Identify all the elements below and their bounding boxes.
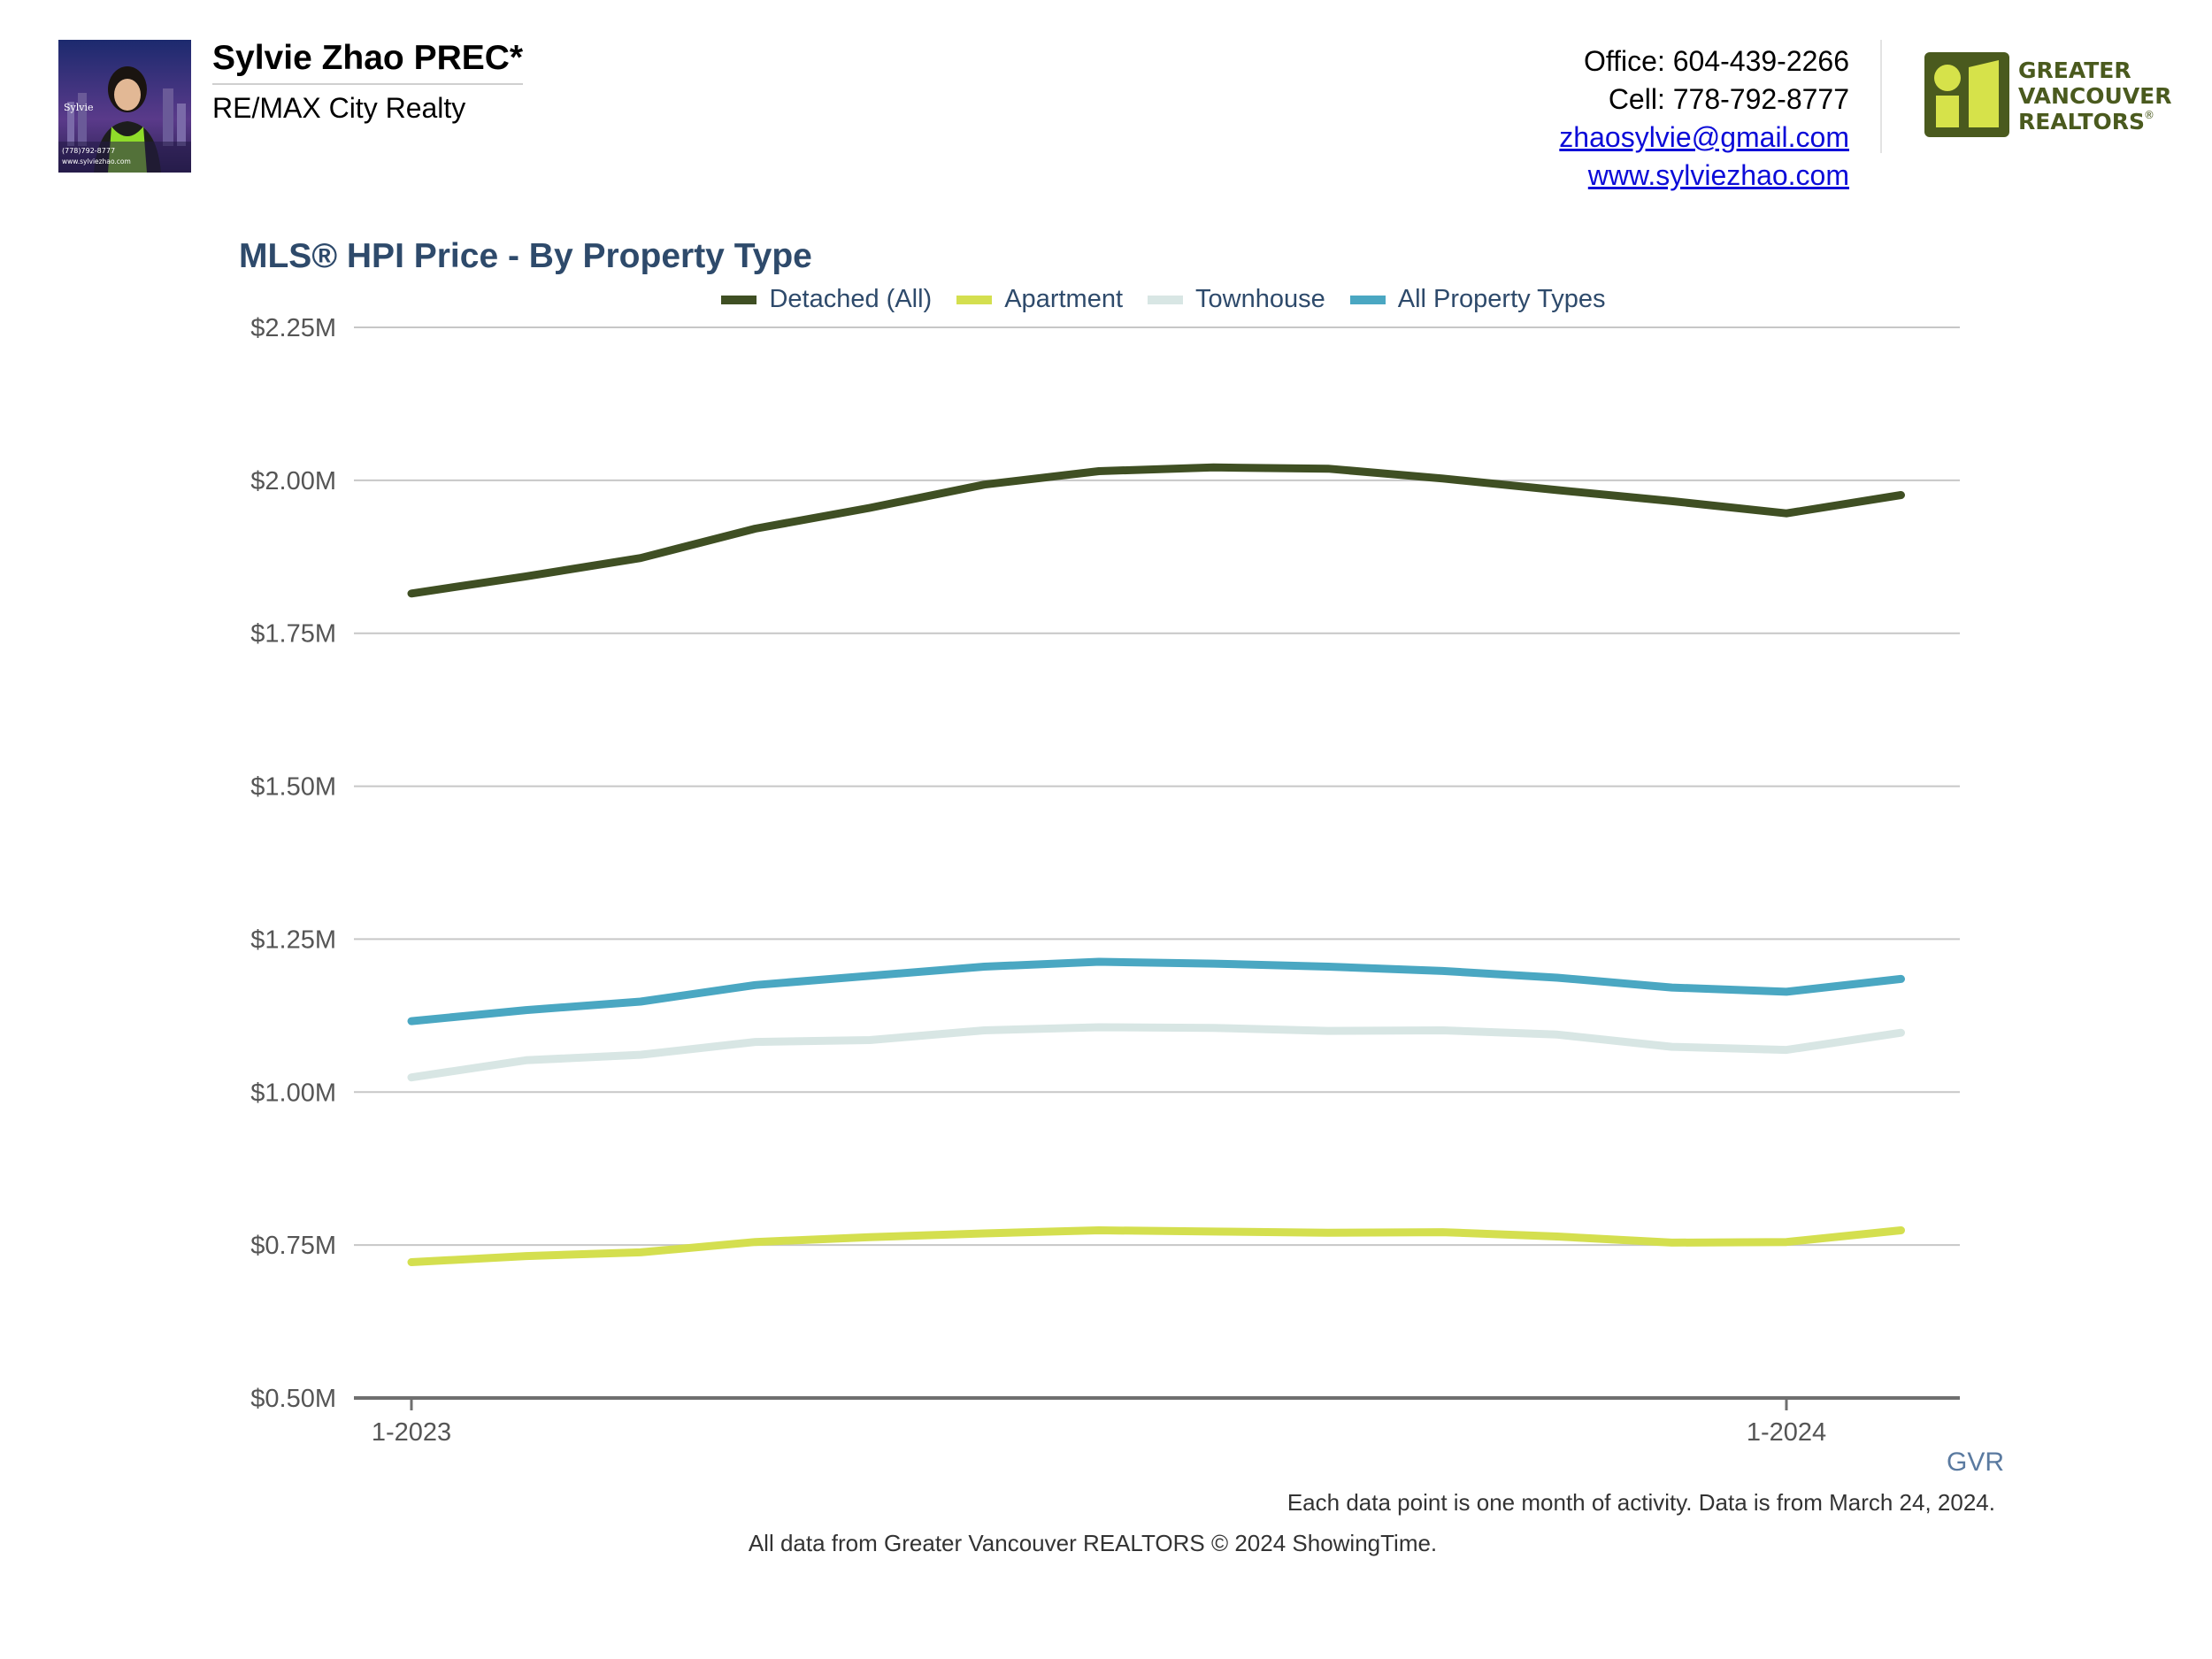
photo-caption-web: www.sylviezhao.com bbox=[62, 157, 131, 165]
legend-label-apartment: Apartment bbox=[1004, 285, 1124, 313]
photo-caption-phone: (778)792-8777 bbox=[62, 147, 115, 155]
legend-swatch-detached bbox=[721, 295, 757, 304]
footer-credit: All data from Greater Vancouver REALTORS… bbox=[748, 1530, 1438, 1556]
x-tick-label: 1-2024 bbox=[1747, 1418, 1826, 1447]
contact-block: Office: 604-439-2266 Cell: 778-792-8777 … bbox=[1559, 42, 1849, 195]
legend-swatch-townhouse bbox=[1148, 295, 1184, 304]
x-tick-label: 1-2023 bbox=[372, 1418, 451, 1447]
y-tick-label: $1.25M bbox=[250, 926, 336, 954]
legend-swatch-apartment bbox=[956, 295, 993, 304]
legend-item-all[interactable]: All Property Types bbox=[1349, 285, 1606, 314]
y-tick-label: $1.75M bbox=[250, 620, 336, 649]
y-tick-label: $1.00M bbox=[250, 1079, 336, 1107]
legend-label-all: All Property Types bbox=[1397, 285, 1606, 313]
footnote: Each data point is one month of activity… bbox=[1286, 1489, 1995, 1516]
source-tag: GVR bbox=[1947, 1448, 2005, 1477]
gvr-logo: GREATER VANCOUVER REALTORS ® bbox=[1924, 48, 2190, 145]
agent-photo: Sylvie (778)792-8777 www.sylviezhao.com bbox=[58, 40, 191, 173]
legend-label-townhouse: Townhouse bbox=[1195, 285, 1325, 313]
office-phone: Office: 604-439-2266 bbox=[1583, 45, 1849, 77]
series-line-apartment bbox=[407, 1226, 1905, 1266]
email-link[interactable]: zhaosylvie@gmail.com bbox=[1559, 121, 1849, 153]
y-tick-label: $0.75M bbox=[250, 1232, 336, 1260]
chart-title: MLS® HPI Price - By Property Type bbox=[239, 237, 812, 275]
legend-item-apartment[interactable]: Apartment bbox=[956, 285, 1123, 314]
photo-caption-name: Sylvie bbox=[64, 102, 94, 113]
logo-registered-mark: ® bbox=[2144, 109, 2154, 121]
legend-item-townhouse[interactable]: Townhouse bbox=[1148, 285, 1325, 314]
legend-swatch-all bbox=[1349, 295, 1386, 304]
logo-line-3: REALTORS bbox=[2018, 109, 2145, 134]
series-line-all bbox=[407, 957, 1905, 1025]
y-tick-label: $2.00M bbox=[250, 467, 336, 495]
logo-line-1: GREATER bbox=[2018, 58, 2131, 83]
logo-line-2: VANCOUVER bbox=[2018, 83, 2172, 109]
series-line-detached bbox=[407, 463, 1905, 598]
legend-item-detached[interactable]: Detached (All) bbox=[721, 285, 932, 314]
agent-company: RE/MAX City Realty bbox=[212, 92, 466, 124]
header-divider bbox=[1880, 40, 1882, 153]
chart-legend: Detached (All) Apartment Townhouse All Prop… bbox=[0, 285, 2212, 314]
legend-label-detached: Detached (All) bbox=[769, 285, 933, 313]
y-tick-label: $1.50M bbox=[250, 773, 336, 802]
y-tick-label: $0.50M bbox=[250, 1385, 336, 1413]
agent-name: Sylvie Zhao PREC* bbox=[212, 39, 524, 85]
y-tick-label: $2.25M bbox=[250, 314, 336, 342]
website-link[interactable]: www.sylviezhao.com bbox=[1587, 159, 1849, 191]
cell-phone: Cell: 778-792-8777 bbox=[1608, 83, 1849, 115]
series-line-townhouse bbox=[407, 1023, 1905, 1082]
